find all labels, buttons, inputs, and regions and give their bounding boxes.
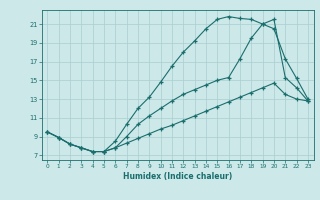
X-axis label: Humidex (Indice chaleur): Humidex (Indice chaleur) (123, 172, 232, 181)
